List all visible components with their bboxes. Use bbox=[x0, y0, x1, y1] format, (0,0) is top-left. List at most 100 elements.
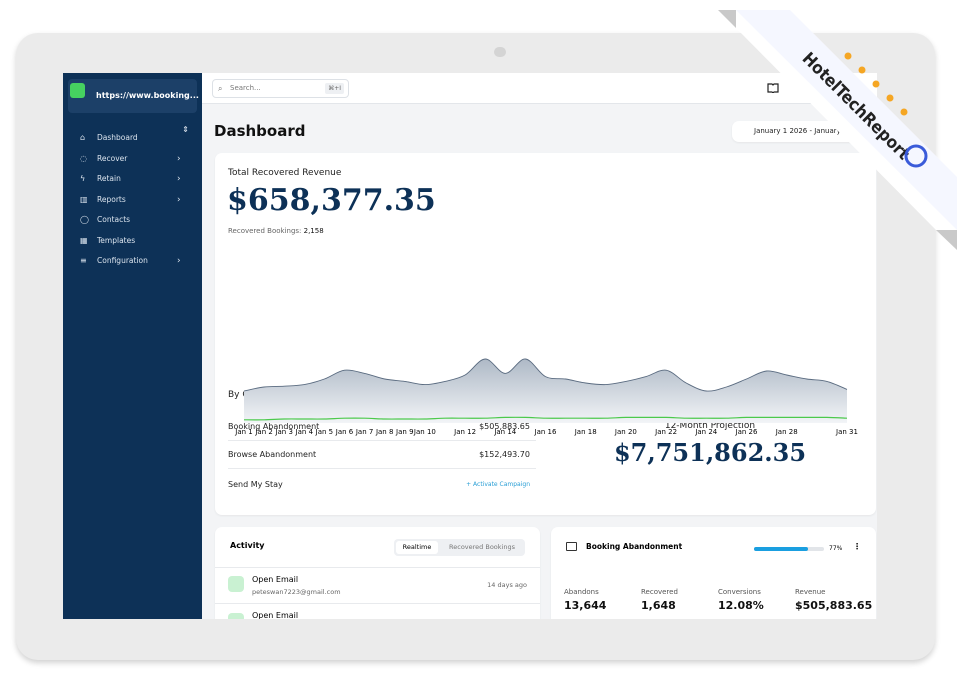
activity-title: Activity bbox=[230, 541, 265, 550]
chevron: › bbox=[177, 194, 181, 205]
tabs: Realtime Recovered Bookings bbox=[394, 539, 525, 556]
nav-label: Configuration bbox=[97, 256, 148, 265]
booking-title: Booking Abandonment bbox=[586, 542, 683, 551]
search-icon: ⌕ bbox=[218, 84, 223, 93]
logo bbox=[70, 83, 85, 98]
stat: Recovered 1,648 bbox=[641, 588, 678, 612]
nav-item[interactable]: ◯ Contacts bbox=[63, 213, 202, 227]
chevron: › bbox=[177, 256, 181, 266]
nav-label: Retain bbox=[97, 174, 121, 183]
nav-icon: ⌂ bbox=[80, 133, 86, 142]
nav-label: Dashboard bbox=[97, 133, 138, 142]
chevron: › bbox=[177, 174, 181, 184]
switch-icon: ⇕ bbox=[182, 125, 189, 134]
campaign-name: Send My Stay bbox=[228, 480, 283, 489]
stat: Abandons 13,644 bbox=[564, 588, 606, 612]
x-tick-label: Jan 22 bbox=[654, 428, 677, 436]
stat-label: Recovered bbox=[641, 588, 678, 596]
x-tick-label: Jan 1 bbox=[234, 428, 252, 436]
x-tick-label: Jan 5 bbox=[315, 428, 333, 436]
x-tick-label: Jan 26 bbox=[735, 428, 758, 436]
x-tick-label: Jan 9 bbox=[395, 428, 413, 436]
x-tick-label: Jan 8 bbox=[375, 428, 393, 436]
stat-value: 13,644 bbox=[564, 599, 607, 612]
nav-item[interactable]: ▥ Reports › bbox=[63, 193, 202, 207]
screen: https://www.booking... ⇕ ⌂ Dashboard ◌ Recov… bbox=[63, 73, 877, 619]
campaign-value: $152,493.70 bbox=[479, 450, 530, 459]
stat-label: Revenue bbox=[795, 588, 826, 596]
stat-value: 12.08% bbox=[718, 599, 764, 612]
x-tick-label: Jan 20 bbox=[614, 428, 637, 436]
chevron: › bbox=[177, 153, 181, 164]
activity-time: 14 days ago bbox=[487, 581, 527, 589]
progress-bar bbox=[754, 547, 808, 551]
stat: Revenue $505,883.65 bbox=[795, 588, 872, 612]
page-title: Dashboard bbox=[214, 122, 306, 140]
stat-value: $505,883.65 bbox=[795, 599, 873, 612]
activity-email: peteswan7223@gmail.com bbox=[252, 588, 341, 596]
site-url: https://www.booking... bbox=[96, 91, 199, 100]
bookings-value: 2,158 bbox=[303, 227, 324, 235]
projection-label: 12-Month Projection bbox=[664, 421, 756, 431]
camera bbox=[494, 47, 506, 57]
activity-title: Open Email bbox=[252, 575, 299, 584]
nav-icon: ϟ bbox=[80, 174, 86, 183]
stat-value: 1,648 bbox=[641, 599, 676, 612]
progress-track bbox=[754, 547, 824, 551]
nav-item[interactable]: ϟ Retain › bbox=[63, 172, 202, 186]
docs-icon[interactable] bbox=[767, 82, 779, 93]
activity-card: Activity Realtime Recovered Bookings Ope… bbox=[215, 527, 540, 619]
nav-item[interactable]: ≡ Configuration › bbox=[63, 254, 202, 268]
sidebar: https://www.booking... ⇕ ⌂ Dashboard ◌ Recov… bbox=[63, 73, 202, 619]
nav-icon: ≡ bbox=[80, 256, 87, 265]
site-switcher[interactable]: https://www.booking... ⇕ bbox=[68, 79, 199, 134]
line bbox=[243, 358, 848, 392]
progress-label: 77% bbox=[829, 545, 843, 552]
nav-item[interactable]: ⌂ Dashboard bbox=[63, 131, 202, 145]
revenue-amount: $658,377.35 bbox=[227, 183, 436, 218]
nav-item[interactable]: ▦ Templates bbox=[63, 234, 202, 248]
activate-link[interactable]: + Activate Campaign bbox=[466, 481, 530, 488]
nav-icon: ▥ bbox=[80, 194, 88, 204]
campaign-name: Booking Abandonment bbox=[228, 422, 320, 431]
nav-item[interactable]: ◌ Recover › bbox=[63, 152, 202, 166]
tab[interactable]: Realtime bbox=[396, 541, 438, 554]
booking-card: Booking Abandonment 77% ⋮ Abandons 13,644… bbox=[551, 527, 876, 619]
stat-label: Abandons bbox=[564, 588, 599, 596]
x-tick-label: Jan 18 bbox=[574, 428, 597, 436]
revenue-chart: Jan 1 Jan 2 Jan 3 Jan 4 Jan 5 Jan 6 Jan 7 Jan 8… bbox=[234, 358, 858, 436]
nav-label: Reports bbox=[97, 194, 126, 204]
tab[interactable]: Recovered Bookings bbox=[449, 543, 515, 551]
search-box[interactable]: ⌕ Search... ⌘+I bbox=[212, 79, 349, 98]
nav-label: Templates bbox=[97, 235, 136, 245]
activity-icon bbox=[228, 613, 244, 619]
activity-title: Open Email bbox=[252, 611, 299, 619]
menu-icon[interactable]: ⋮ bbox=[853, 542, 861, 551]
x-tick-label: Jan 31 bbox=[835, 428, 858, 436]
campaign-row: Browse Abandonment $152,493.70 bbox=[228, 441, 536, 469]
revenue-title: Total Recovered Revenue bbox=[228, 168, 342, 178]
nav-icon: ◯ bbox=[80, 215, 89, 224]
date-range: January 1 2026 - January ... bbox=[754, 127, 850, 135]
revenue-card: Total Recovered Revenue $658,377.35 Reco… bbox=[215, 153, 876, 515]
top-bar: ⌕ Search... ⌘+I bbox=[202, 73, 877, 104]
x-tick-label: Jan 4 bbox=[295, 428, 314, 436]
x-tick-label: Jan 16 bbox=[534, 428, 557, 436]
x-tick-label: Jan 6 bbox=[335, 428, 354, 436]
area bbox=[244, 358, 847, 423]
campaign-row: Send My Stay + Activate Campaign bbox=[228, 471, 536, 499]
nav-label: Contacts bbox=[97, 215, 131, 224]
bookings-label: Recovered Bookings: bbox=[228, 227, 302, 235]
x-tick-label: Jan 2 bbox=[254, 428, 272, 436]
x-tick-label: Jan 3 bbox=[274, 428, 292, 436]
nav-icon: ▦ bbox=[80, 235, 88, 245]
line bbox=[243, 416, 848, 421]
nav-label: Recover bbox=[97, 153, 128, 163]
x-tick-label: Jan 28 bbox=[775, 428, 798, 436]
x-tick-label: Jan 10 bbox=[413, 428, 436, 436]
nav-icon: ◌ bbox=[80, 153, 87, 163]
stat: Conversions 12.08% bbox=[718, 588, 764, 612]
shortcut: ⌘+I bbox=[325, 83, 344, 94]
